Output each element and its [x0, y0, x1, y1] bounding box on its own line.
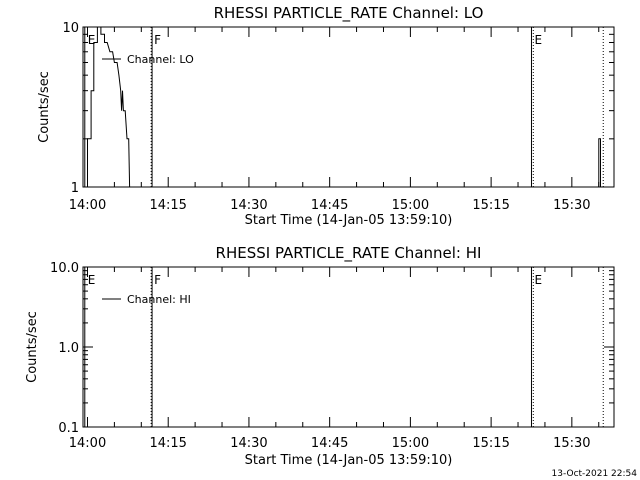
x-tick-label: 14:30 [230, 198, 267, 213]
y-axis-title: Counts/sec [25, 311, 40, 383]
chart-panel-lo: RHESSI PARTICLE_RATE Channel: LO 14:00 14:… [37, 4, 615, 228]
x-tick-label: 14:45 [311, 198, 348, 213]
plot-frame [82, 266, 615, 428]
chart-title: RHESSI PARTICLE_RATE Channel: LO [214, 4, 484, 23]
y-tick-label: 10 [62, 21, 79, 36]
event-marker-label: F [154, 273, 161, 287]
footer-timestamp: 13-Oct-2021 22:54 [552, 469, 638, 479]
event-marker-label: F [154, 33, 161, 47]
plot-frame [82, 26, 615, 188]
chart-title: RHESSI PARTICLE_RATE Channel: HI [216, 244, 482, 263]
x-tick-label: 15:00 [392, 436, 429, 451]
y-tick-label: 10.0 [50, 261, 79, 276]
x-tick-label: 14:15 [149, 198, 186, 213]
x-tick-label: 14:30 [230, 436, 267, 451]
legend-label: Channel: LO [127, 53, 194, 66]
event-marker-label: E [88, 273, 96, 287]
x-tick-label: 15:30 [553, 198, 590, 213]
x-tick-label: 14:00 [69, 198, 106, 213]
x-axis-title: Start Time (14-Jan-05 13:59:10) [245, 453, 453, 468]
series-line [87, 26, 131, 188]
event-marker-label: E [534, 33, 542, 47]
y-tick-label: 1 [71, 181, 79, 196]
event-marker-label: E [534, 273, 542, 287]
x-tick-label: 14:45 [311, 436, 348, 451]
x-tick-label: 14:15 [149, 436, 186, 451]
y-tick-label: 0.1 [58, 421, 79, 436]
x-tick-label: 15:15 [472, 198, 509, 213]
x-tick-label: 14:00 [69, 436, 106, 451]
series-line [598, 138, 601, 187]
x-axis-title: Start Time (14-Jan-05 13:59:10) [245, 213, 453, 228]
event-marker-label: E [88, 33, 96, 47]
chart-panel-hi: RHESSI PARTICLE_RATE Channel: HI 14:00 14:… [25, 244, 615, 468]
y-tick-label: 1.0 [58, 341, 79, 356]
x-tick-label: 15:30 [553, 436, 590, 451]
legend-label: Channel: HI [127, 293, 191, 306]
x-tick-label: 15:00 [392, 198, 429, 213]
x-tick-label: 15:15 [472, 436, 509, 451]
y-axis-title: Counts/sec [37, 71, 52, 143]
